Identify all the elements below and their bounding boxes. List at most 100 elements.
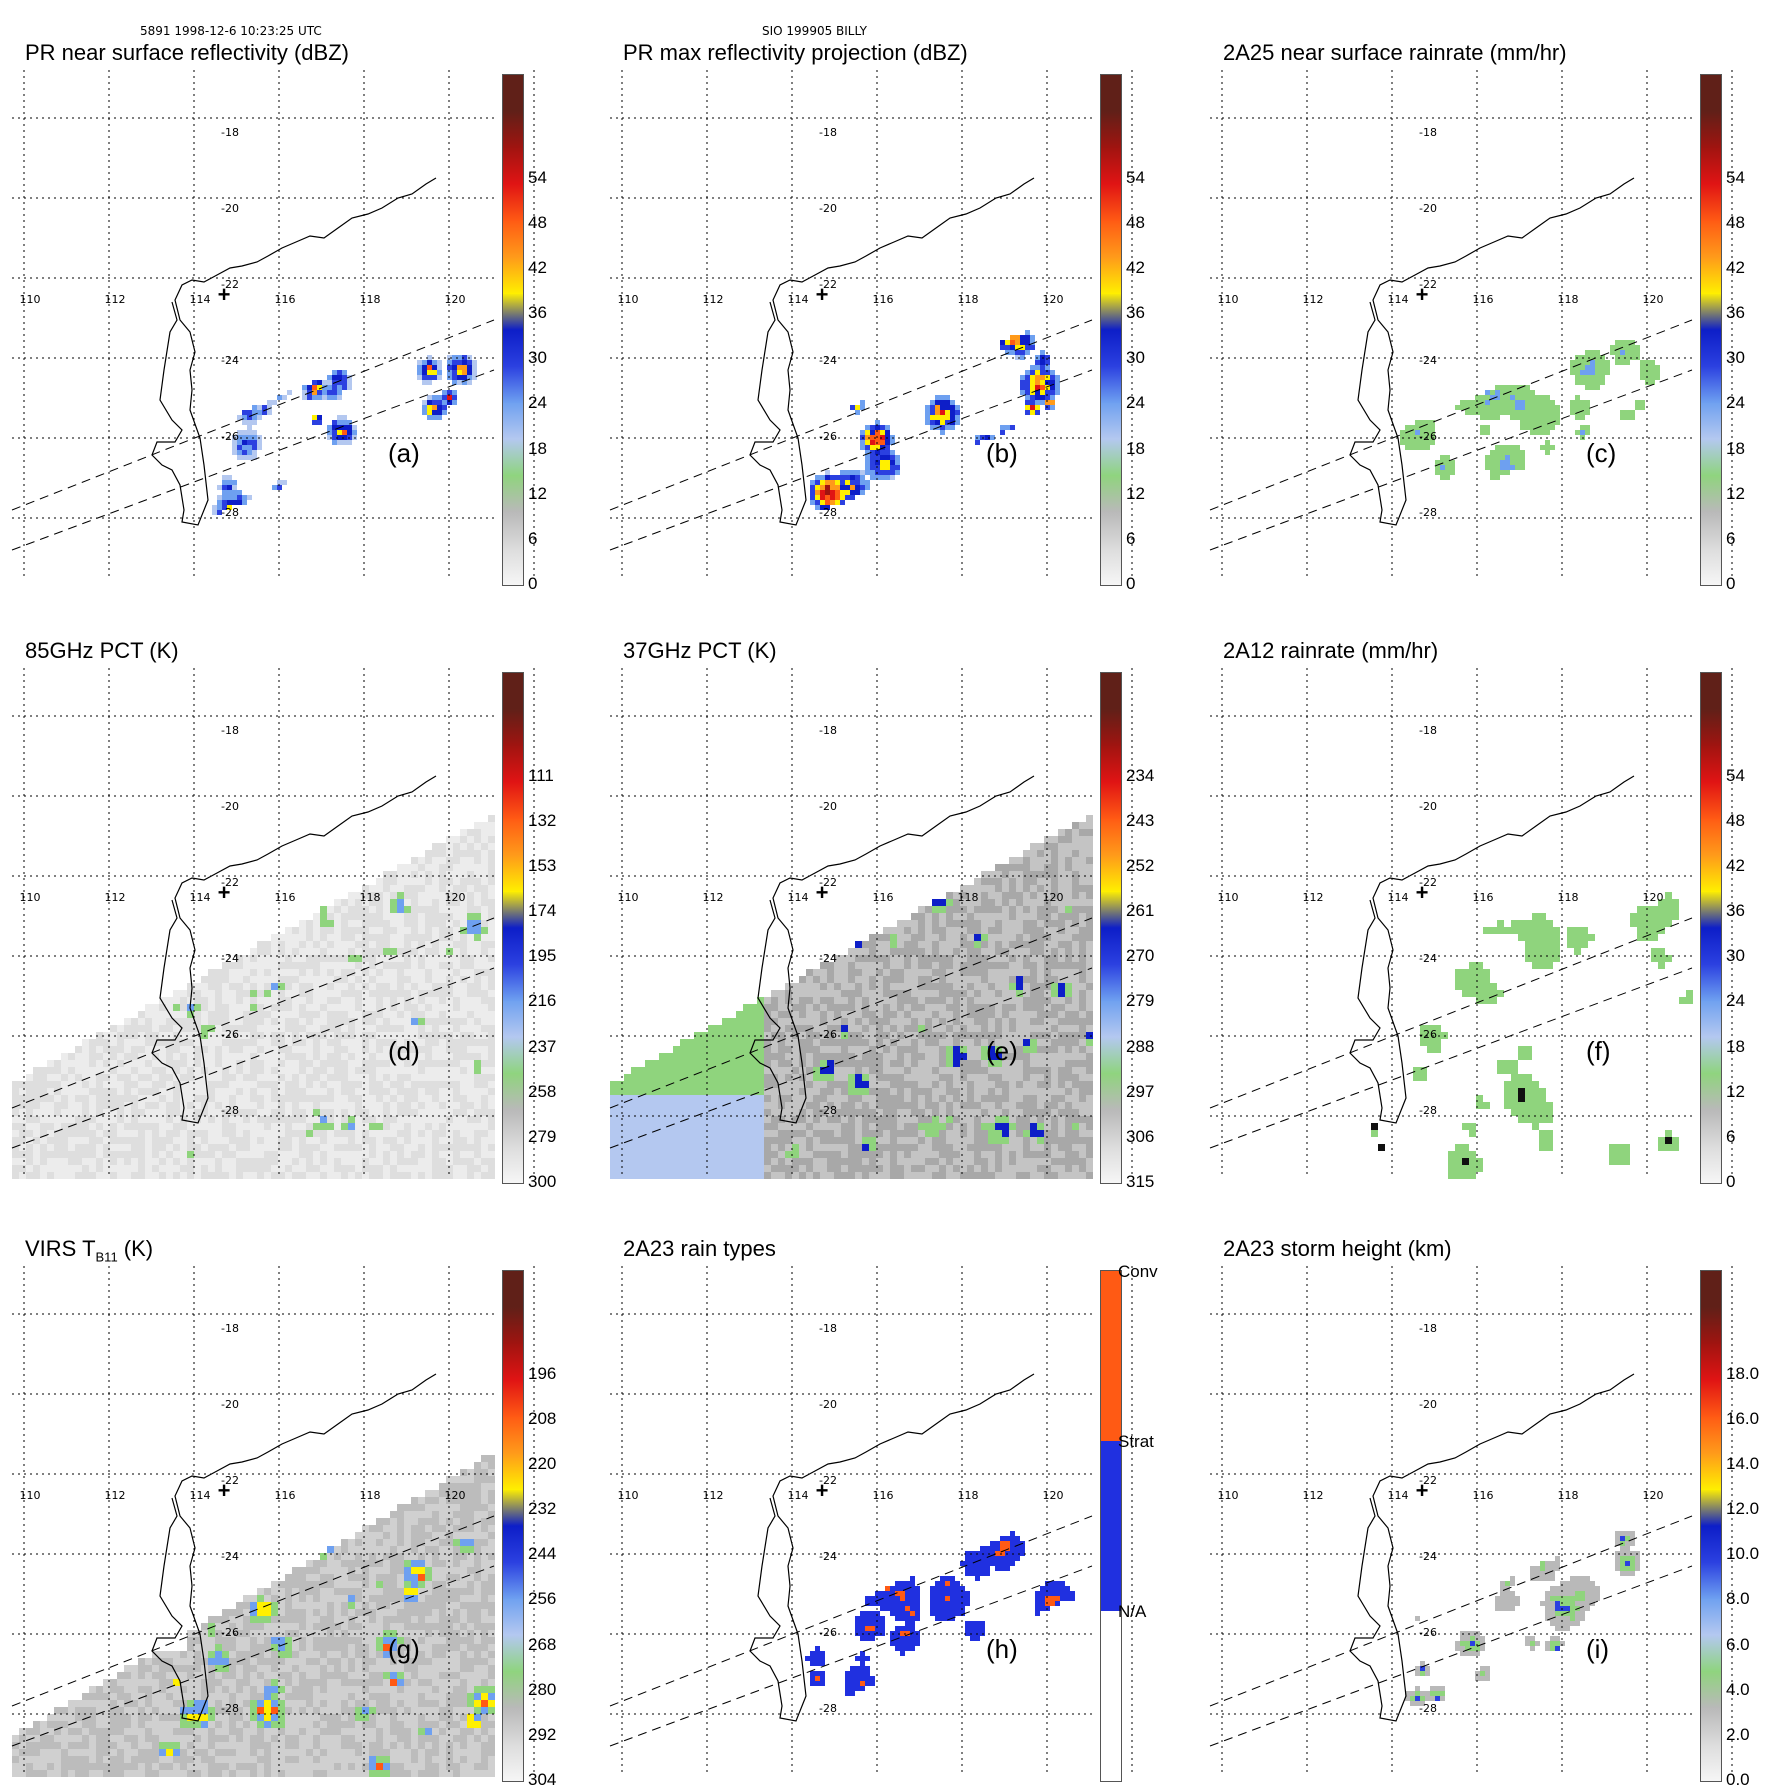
field-cell <box>481 892 488 899</box>
field-cell <box>895 465 900 470</box>
colorbar-tick: 195 <box>528 946 556 966</box>
field-cell <box>187 1025 194 1032</box>
field-cell <box>348 1060 355 1067</box>
field-cell <box>1058 1095 1065 1102</box>
field-cell <box>215 1172 222 1179</box>
field-cell <box>950 425 955 430</box>
field-cell <box>369 1095 376 1102</box>
field-cell <box>334 941 341 948</box>
field-cell <box>362 1067 369 1074</box>
field-cell <box>404 927 411 934</box>
colorbar-tick: 42 <box>528 258 547 278</box>
field-cell <box>1530 410 1535 415</box>
field-cell <box>173 1172 180 1179</box>
field-cell <box>425 850 432 857</box>
field-cell <box>422 360 427 365</box>
field-cell <box>453 962 460 969</box>
field-cell <box>995 1102 1002 1109</box>
field-cell <box>89 1123 96 1130</box>
field-cell <box>488 1053 495 1060</box>
field-cell <box>250 1109 257 1116</box>
field-cell <box>327 1046 334 1053</box>
field-cell <box>432 1095 439 1102</box>
field-cell <box>1635 345 1640 350</box>
field-cell <box>1025 375 1030 380</box>
field-cell <box>845 485 850 490</box>
field-cell <box>467 1004 474 1011</box>
field-cell <box>334 1081 341 1088</box>
field-cell <box>432 1116 439 1123</box>
field-cell <box>292 941 299 948</box>
field-cell <box>1037 997 1044 1004</box>
field-cell <box>138 1102 145 1109</box>
field-cell <box>792 990 799 997</box>
field-cell <box>904 1046 911 1053</box>
field-cell <box>222 1088 229 1095</box>
field-cell <box>481 913 488 920</box>
field-cell <box>341 1109 348 1116</box>
field-cell <box>1585 405 1590 410</box>
field-cell <box>355 1137 362 1144</box>
field-cell <box>1030 990 1037 997</box>
panel-letter: (c) <box>1586 438 1616 469</box>
lon-label: 120 <box>445 293 466 306</box>
field-cell <box>348 934 355 941</box>
field-cell <box>383 1130 390 1137</box>
field-cell <box>1016 976 1023 983</box>
field-cell <box>313 1018 320 1025</box>
field-cell <box>460 997 467 1004</box>
field-cell <box>334 1123 341 1130</box>
field-cell <box>1040 400 1045 405</box>
field-cell <box>201 1165 208 1172</box>
field-cell <box>166 1102 173 1109</box>
field-cell <box>1030 1081 1037 1088</box>
field-cell <box>312 420 317 425</box>
field-cell <box>306 1046 313 1053</box>
field-cell <box>453 1004 460 1011</box>
field-cell <box>1615 350 1620 355</box>
field-cell <box>645 1060 652 1067</box>
field-cell <box>1072 885 1079 892</box>
field-cell <box>236 1088 243 1095</box>
panel-b: PR max reflectivity projection (dBZ)+110… <box>598 32 1106 577</box>
field-cell <box>250 1158 257 1165</box>
field-cell <box>946 927 953 934</box>
field-cell <box>439 1158 446 1165</box>
field-cell <box>1051 941 1058 948</box>
field-cell <box>481 1165 488 1172</box>
field-cell <box>953 1067 960 1074</box>
field-cell <box>930 400 935 405</box>
field-cell <box>439 1137 446 1144</box>
field-cell <box>467 1025 474 1032</box>
field-cell <box>1440 475 1445 480</box>
field-cell <box>397 1144 404 1151</box>
field-cell <box>960 1088 967 1095</box>
field-cell <box>194 1137 201 1144</box>
field-cell <box>390 927 397 934</box>
field-cell <box>229 1116 236 1123</box>
field-cell <box>481 1088 488 1095</box>
field-cell <box>362 1053 369 1060</box>
field-cell <box>411 962 418 969</box>
field-cell <box>1016 913 1023 920</box>
field-cell <box>1445 455 1450 460</box>
field-cell <box>960 976 967 983</box>
field-cell <box>425 1123 432 1130</box>
colorbar-segment <box>503 891 523 928</box>
field-cell <box>932 1060 939 1067</box>
field-cell <box>89 1102 96 1109</box>
field-cell <box>285 1095 292 1102</box>
field-cell <box>460 843 467 850</box>
field-cell <box>348 1074 355 1081</box>
field-cell <box>348 941 355 948</box>
field-cell <box>638 1067 645 1074</box>
field-cell <box>722 1081 729 1088</box>
field-cell <box>271 997 278 1004</box>
field-cell <box>242 495 247 500</box>
field-cell <box>1002 969 1009 976</box>
field-cell <box>285 1074 292 1081</box>
field-cell <box>264 1067 271 1074</box>
panel-title: 2A25 near surface rainrate (mm/hr) <box>1223 40 1567 66</box>
field-cell <box>313 1095 320 1102</box>
field-cell <box>1035 370 1040 375</box>
